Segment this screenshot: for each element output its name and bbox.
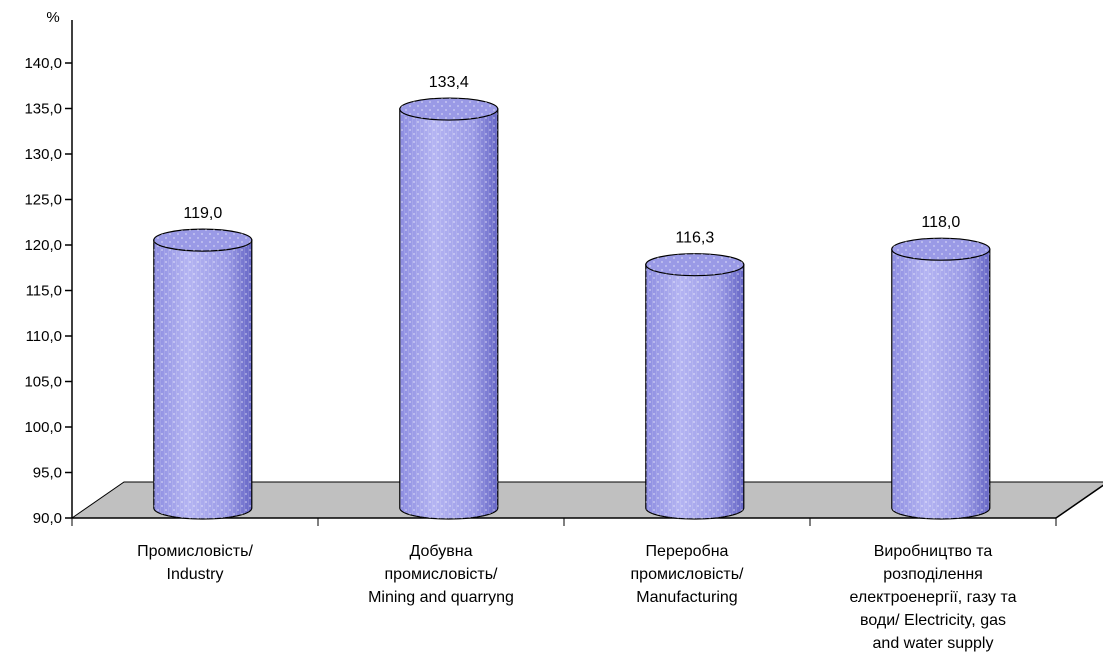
category-label-line: Промисловість/ (137, 543, 253, 560)
y-tick-label: 130,0 (24, 146, 62, 163)
category-label: Промисловість/Industry (137, 543, 253, 583)
data-label: 118,0 (921, 214, 960, 231)
category-label-line: Mining and quarryng (368, 589, 514, 606)
category-label: Добувна промисловість/Mining and quarryng (368, 543, 514, 606)
y-tick-label: 135,0 (24, 101, 62, 118)
bar-3 (645, 253, 745, 520)
category-label-line: води/ Electricity, gas (860, 612, 1006, 629)
bar-stripes (399, 109, 498, 519)
bar-stripes (891, 249, 990, 519)
data-label: 116,3 (675, 230, 714, 247)
y-tick-label: 120,0 (24, 237, 62, 254)
bar-stripes (153, 240, 252, 519)
y-tick-label: 95,0 (33, 465, 62, 482)
category-label-line: Industry (167, 566, 224, 583)
data-label: 133,4 (429, 74, 469, 91)
category-label-line: електроенергії, газу та (849, 589, 1016, 606)
y-tick-label: 105,0 (24, 374, 62, 391)
bar-stripes (645, 264, 744, 519)
y-tick-label: 110,0 (26, 328, 62, 345)
y-tick-label: 100,0 (24, 419, 62, 436)
y-tick-label: 90,0 (33, 510, 62, 527)
category-label-line: промисловість/ (631, 566, 745, 583)
category-label-line: промисловість/ (385, 566, 499, 583)
category-label-line: and water supply (873, 635, 994, 652)
bar-top-texture (153, 229, 252, 252)
category-label-line: розподілення (883, 566, 983, 583)
bar-4 (891, 237, 991, 520)
bar-2 (399, 97, 499, 520)
category-label: Виробництво та розподілення електроенергії… (849, 543, 1016, 652)
category-label-line: Виробництво та (874, 543, 993, 560)
category-label-line: Переробна (646, 543, 729, 560)
bar-top-texture (645, 253, 744, 276)
bar-top-texture (891, 238, 990, 261)
y-tick-label: 125,0 (24, 192, 62, 209)
data-label: 119,0 (183, 205, 222, 222)
floor-right-edge (1055, 484, 1103, 519)
category-label-line: Manufacturing (636, 589, 737, 606)
y-tick-label: 115,0 (26, 283, 62, 300)
bar-top-texture (399, 98, 498, 121)
category-label: Переробна промисловість/Manufacturing (631, 543, 745, 606)
bar-1 (153, 228, 253, 520)
category-label-line: Добувна (410, 543, 473, 560)
y-tick-label: 140,0 (24, 55, 62, 72)
y-unit-label: % (46, 9, 59, 26)
